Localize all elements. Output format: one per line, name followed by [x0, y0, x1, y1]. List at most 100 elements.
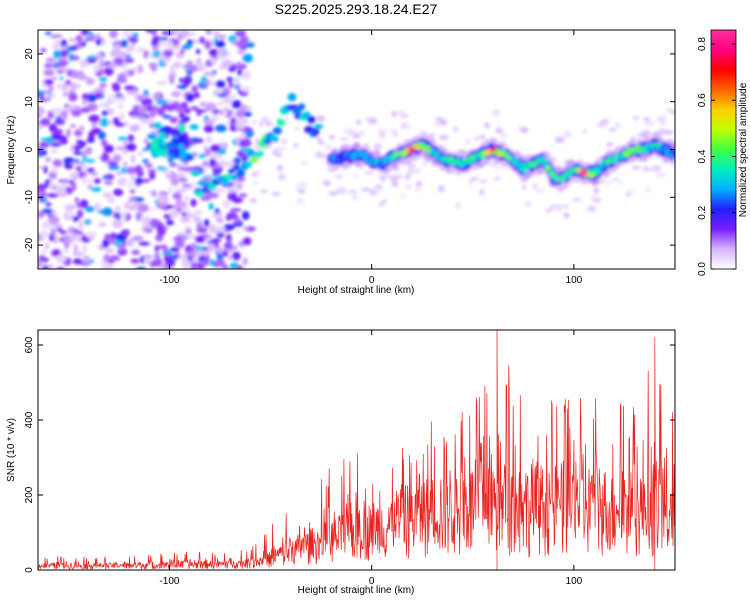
noise-blob — [109, 30, 118, 39]
noise-blob — [271, 192, 280, 196]
noise-blob — [138, 241, 151, 246]
noise-blob — [167, 187, 173, 195]
noise-blob — [625, 192, 631, 197]
noise-blob — [104, 66, 114, 76]
noise-blob — [641, 130, 651, 136]
colorbar-tick-label: 0.4 — [697, 149, 708, 163]
noise-blob — [259, 120, 264, 127]
noise-blob — [663, 130, 674, 135]
noise-blob — [240, 38, 249, 43]
noise-blob — [300, 160, 309, 166]
noise-blob — [212, 173, 217, 177]
noise-blob — [495, 129, 503, 134]
noise-blob — [203, 257, 210, 267]
noise-blob — [47, 94, 57, 98]
noise-blob — [85, 37, 91, 41]
noise-blob — [241, 131, 246, 139]
noise-blob — [93, 178, 102, 184]
noise-blob — [355, 119, 362, 125]
noise-blob — [405, 184, 412, 189]
noise-blob — [614, 123, 621, 127]
noise-blob — [72, 216, 80, 222]
noise-blob — [125, 166, 137, 175]
noise-blob — [221, 109, 227, 119]
noise-blob — [79, 125, 85, 133]
noise-blob — [180, 167, 192, 171]
noise-blob — [85, 231, 97, 239]
noise-blob — [74, 159, 80, 163]
noise-blob — [82, 175, 87, 185]
noise-blob — [415, 180, 423, 187]
noise-blob — [93, 64, 101, 73]
noise-blob — [106, 95, 118, 103]
noise-blob — [169, 205, 174, 209]
noise-blob — [236, 136, 241, 146]
noise-blob — [187, 31, 197, 36]
x-tick-label: -100 — [159, 576, 179, 587]
noise-blob — [251, 171, 258, 177]
noise-blob — [130, 154, 136, 164]
noise-blob — [192, 257, 200, 264]
noise-blob — [43, 165, 48, 174]
noise-blob — [378, 187, 383, 193]
noise-blob — [645, 187, 651, 193]
noise-blob — [549, 204, 556, 211]
noise-blob — [108, 162, 119, 167]
noise-blob — [69, 82, 78, 90]
noise-blob — [125, 143, 137, 152]
noise-blob — [38, 255, 46, 263]
noise-blob — [182, 183, 191, 188]
noise-blob — [124, 85, 136, 91]
noise-blob — [151, 94, 162, 98]
noise-blob — [112, 84, 121, 92]
noise-blob — [262, 115, 268, 123]
y-tick-label: 0 — [24, 567, 35, 573]
noise-blob — [60, 45, 68, 50]
noise-blob — [83, 219, 92, 225]
x-tick-label: 100 — [566, 576, 583, 587]
noise-blob — [113, 188, 124, 196]
noise-blob — [72, 252, 84, 256]
noise-blob — [252, 181, 258, 185]
noise-blob — [582, 129, 588, 133]
noise-blob — [49, 148, 59, 155]
noise-blob — [102, 239, 109, 248]
branch-blob — [167, 154, 174, 163]
noise-blob — [45, 202, 52, 207]
noise-blob — [204, 147, 212, 157]
noise-blob — [62, 92, 69, 97]
noise-blob — [211, 153, 223, 160]
noise-blob — [205, 30, 212, 36]
noise-blob — [364, 170, 374, 175]
noise-blob — [142, 98, 153, 105]
noise-blob — [233, 157, 241, 165]
noise-blob — [171, 91, 182, 98]
noise-blob — [67, 180, 75, 184]
branch-blob — [169, 128, 181, 137]
noise-blob — [53, 50, 62, 59]
noise-blob — [226, 76, 233, 83]
noise-blob — [81, 93, 90, 100]
noise-blob — [175, 174, 186, 178]
noise-blob — [130, 241, 135, 246]
noise-blob — [132, 236, 144, 241]
noise-blob — [182, 64, 191, 68]
noise-blob — [195, 109, 207, 113]
noise-blob — [207, 243, 216, 252]
branch-blob — [195, 190, 204, 197]
noise-blob — [65, 80, 72, 85]
noise-blob — [44, 63, 54, 68]
noise-blob — [142, 147, 149, 152]
noise-blob — [59, 49, 68, 58]
noise-blob — [200, 195, 208, 201]
noise-blob — [124, 122, 129, 126]
noise-blob — [73, 151, 84, 155]
branch-blob — [263, 138, 272, 145]
noise-blob — [249, 198, 257, 203]
noise-blob — [156, 167, 169, 171]
noise-blob — [75, 165, 83, 172]
noise-blob — [236, 62, 243, 71]
noise-blob — [189, 64, 198, 72]
colorbar-ticks: 0.0 0.2 0.4 0.6 0.8 — [697, 37, 736, 276]
